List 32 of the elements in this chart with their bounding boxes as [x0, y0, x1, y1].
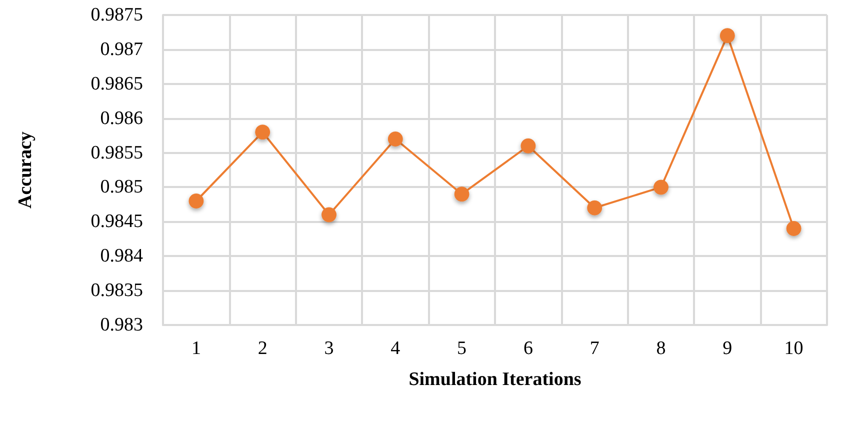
y-tick-label: 0.984 [100, 246, 144, 267]
point [587, 200, 602, 216]
y-tick-label: 0.987 [100, 38, 143, 60]
x-tick-label: 7 [590, 338, 600, 359]
x-tick-label: 10 [784, 338, 804, 359]
x-tick-label: 8 [656, 338, 666, 359]
x-axis-title: Simulation Iterations [408, 369, 582, 390]
y-tick-label: 0.9865 [90, 73, 143, 94]
point [520, 138, 536, 154]
x-tick-label: 9 [722, 338, 732, 359]
x-tick-label: 2 [258, 338, 268, 359]
x-tick-label: 5 [457, 338, 467, 359]
y-tick-label: 0.9855 [90, 142, 143, 164]
x-tick-label: 6 [523, 338, 533, 359]
y-tick-label: 0.983 [100, 314, 143, 336]
y-tick-label: 0.985 [100, 176, 143, 198]
y-tick-label: 0.9875 [90, 4, 143, 26]
point [454, 186, 470, 202]
y-tick-label: 0.9835 [90, 280, 143, 302]
y-axis-title: Accuracy [15, 130, 36, 209]
point [388, 132, 403, 146]
point [654, 180, 668, 195]
point [720, 28, 735, 44]
point [786, 221, 802, 236]
point [255, 124, 270, 140]
y-tick-label: 0.9845 [90, 211, 143, 232]
x-tick-label: 4 [390, 338, 401, 359]
x-tick-label: 1 [191, 338, 201, 359]
x-tick-label: 3 [324, 338, 334, 359]
point [188, 194, 204, 208]
y-tick-label: 0.986 [100, 108, 143, 129]
point [322, 207, 336, 222]
